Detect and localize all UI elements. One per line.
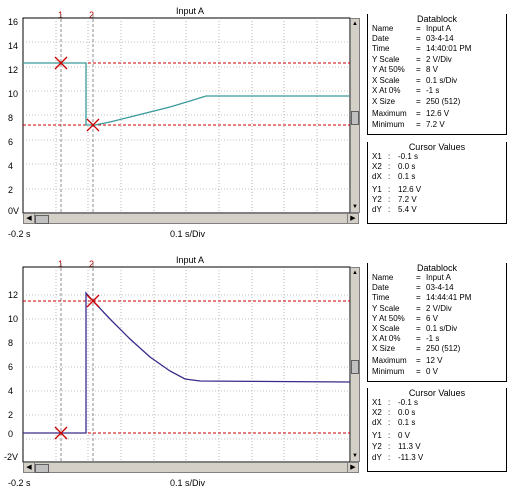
scroll-up-icon[interactable]: ▲ bbox=[352, 21, 358, 27]
datablock-row: Time = 14:44:41 PM bbox=[372, 293, 472, 302]
y-tick: 10 bbox=[8, 314, 19, 324]
y-tick: 12 bbox=[8, 65, 19, 75]
y-tick: 6 bbox=[8, 137, 14, 147]
y-tick: 0 bbox=[8, 429, 14, 439]
datablock: Datablock Name = Input A Date = 03-4-14 Time… bbox=[367, 14, 507, 135]
cursor-row: Y1:12.6 V bbox=[372, 185, 422, 194]
cursor-row: dY: -11.3 V bbox=[372, 453, 424, 462]
datablock-row: X At 0% = -1 s bbox=[372, 86, 440, 95]
horizontal-scrollbar[interactable]: ◀ ▶ bbox=[23, 213, 359, 224]
trace bbox=[23, 62, 350, 126]
scroll-thumb[interactable] bbox=[35, 464, 49, 473]
scroll-right-icon[interactable]: ▶ bbox=[347, 463, 358, 472]
scroll-down-icon[interactable]: ▼ bbox=[352, 453, 358, 459]
cursor-row: X2:0.0 s bbox=[372, 408, 416, 417]
cursor-row: Y2:11.3 V bbox=[372, 442, 421, 451]
datablock-row: X At 0% = -1 s bbox=[372, 334, 440, 343]
cursor-row: X1: -0.1 s bbox=[372, 398, 419, 407]
y-tick: 14 bbox=[8, 41, 19, 51]
y-tick: 4 bbox=[8, 386, 14, 396]
datablock-row: Minimum = 7.2 V bbox=[372, 120, 445, 129]
cursor-1-label[interactable]: 1 bbox=[58, 259, 64, 269]
y-tick: 16 bbox=[8, 17, 19, 27]
scope-panel-top: Input A 1 2 16 14 12 10 8 6 4 2 0V bbox=[0, 4, 508, 244]
y-tick: 8 bbox=[8, 338, 14, 348]
y-tick: 10 bbox=[8, 89, 19, 99]
cursor-row: dX:0.1 s bbox=[372, 172, 416, 181]
datablock-row: Date = 03-4-14 bbox=[372, 283, 454, 292]
scroll-thumb[interactable] bbox=[351, 111, 359, 125]
vertical-scrollbar[interactable]: ▲ ▼ bbox=[350, 18, 360, 213]
x-left-label: -0.2 s bbox=[8, 478, 31, 488]
cursor-values-header: Cursor Values bbox=[368, 388, 506, 398]
y-tick: 12 bbox=[8, 290, 19, 300]
scroll-thumb[interactable] bbox=[351, 360, 359, 374]
y-tick: 2 bbox=[8, 410, 14, 420]
cursor-values: Cursor Values X1: -0.1 s X2:0.0 s dX:0.1 … bbox=[367, 142, 507, 224]
panel-title: Input A bbox=[176, 255, 205, 265]
y-tick: -2V bbox=[4, 452, 19, 462]
vertical-scrollbar[interactable]: ▲ ▼ bbox=[350, 267, 360, 462]
datablock-row: X Size = 250 (512) bbox=[372, 344, 461, 353]
datablock-row: X Size = 250 (512) bbox=[372, 97, 461, 106]
y-tick: 6 bbox=[8, 362, 14, 372]
trace bbox=[23, 291, 351, 434]
datablock-row: Maximum = 12.6 V bbox=[372, 109, 450, 118]
cursor-1-marker bbox=[54, 426, 68, 440]
datablock-row: X Scale = 0.1 s/Div bbox=[372, 324, 458, 333]
y-tick: 0V bbox=[8, 206, 20, 216]
datablock-row: Y At 50% = 8 V bbox=[372, 65, 439, 74]
datablock-row: Time = 14:40:01 PM bbox=[372, 44, 472, 53]
datablock-row: X Scale = 0.1 s/Div bbox=[372, 76, 458, 85]
datablock: Datablock Name = Input A Date = 03-4-14 Time… bbox=[367, 263, 507, 382]
plot-area bbox=[22, 17, 351, 214]
scope-plot[interactable] bbox=[0, 4, 362, 219]
cursor-row: dX:0.1 s bbox=[372, 418, 416, 427]
cursor-2-marker bbox=[86, 118, 100, 132]
cursor-1-label[interactable]: 1 bbox=[58, 10, 64, 20]
scope-panel-bottom: Input A 1 2 12 10 8 6 4 2 0 -2V bbox=[0, 253, 508, 493]
y-tick: 8 bbox=[8, 113, 14, 123]
scroll-left-icon[interactable]: ◀ bbox=[24, 214, 35, 223]
cursor-row: dY:5.4 V bbox=[372, 205, 417, 214]
cursor-values: Cursor Values X1: -0.1 s X2:0.0 s dX:0.1 … bbox=[367, 388, 507, 472]
datablock-row: Maximum = 12 V bbox=[372, 356, 443, 365]
scroll-thumb[interactable] bbox=[35, 215, 49, 224]
scroll-down-icon[interactable]: ▼ bbox=[352, 204, 358, 210]
x-scale-label: 0.1 s/Div bbox=[170, 229, 206, 239]
datablock-header: Datablock bbox=[368, 263, 506, 273]
x-scale-label: 0.1 s/Div bbox=[170, 478, 206, 488]
cursor-2-label[interactable]: 2 bbox=[89, 10, 95, 20]
y-tick: 2 bbox=[8, 185, 14, 195]
horizontal-scrollbar[interactable]: ◀ ▶ bbox=[23, 462, 359, 473]
panel-title: Input A bbox=[176, 6, 205, 16]
cursor-row: X1: -0.1 s bbox=[372, 152, 419, 161]
x-left-label: -0.2 s bbox=[8, 229, 31, 239]
scroll-right-icon[interactable]: ▶ bbox=[347, 214, 358, 223]
cursor-2-label[interactable]: 2 bbox=[89, 259, 95, 269]
y-tick: 4 bbox=[8, 161, 14, 171]
cursor-row: X2:0.0 s bbox=[372, 162, 416, 171]
datablock-header: Datablock bbox=[368, 14, 506, 24]
datablock-row: Y At 50% = 6 V bbox=[372, 314, 439, 323]
datablock-row: Name = Input A bbox=[372, 24, 451, 33]
cursor-row: Y2:7.2 V bbox=[372, 195, 417, 204]
datablock-row: Y Scale = 2 V/Div bbox=[372, 55, 452, 64]
cursor-row: Y1:0 V bbox=[372, 431, 411, 440]
datablock-row: Date = 03-4-14 bbox=[372, 34, 454, 43]
cursor-1-marker bbox=[54, 56, 68, 70]
scroll-up-icon[interactable]: ▲ bbox=[352, 270, 358, 276]
datablock-row: Y Scale = 2 V/Div bbox=[372, 304, 452, 313]
datablock-row: Minimum = 0 V bbox=[372, 367, 439, 376]
cursor-values-header: Cursor Values bbox=[368, 142, 506, 152]
cursor-2-marker bbox=[86, 294, 100, 308]
scroll-left-icon[interactable]: ◀ bbox=[24, 463, 35, 472]
scope-plot[interactable] bbox=[0, 253, 362, 468]
datablock-row: Name = Input A bbox=[372, 273, 451, 282]
